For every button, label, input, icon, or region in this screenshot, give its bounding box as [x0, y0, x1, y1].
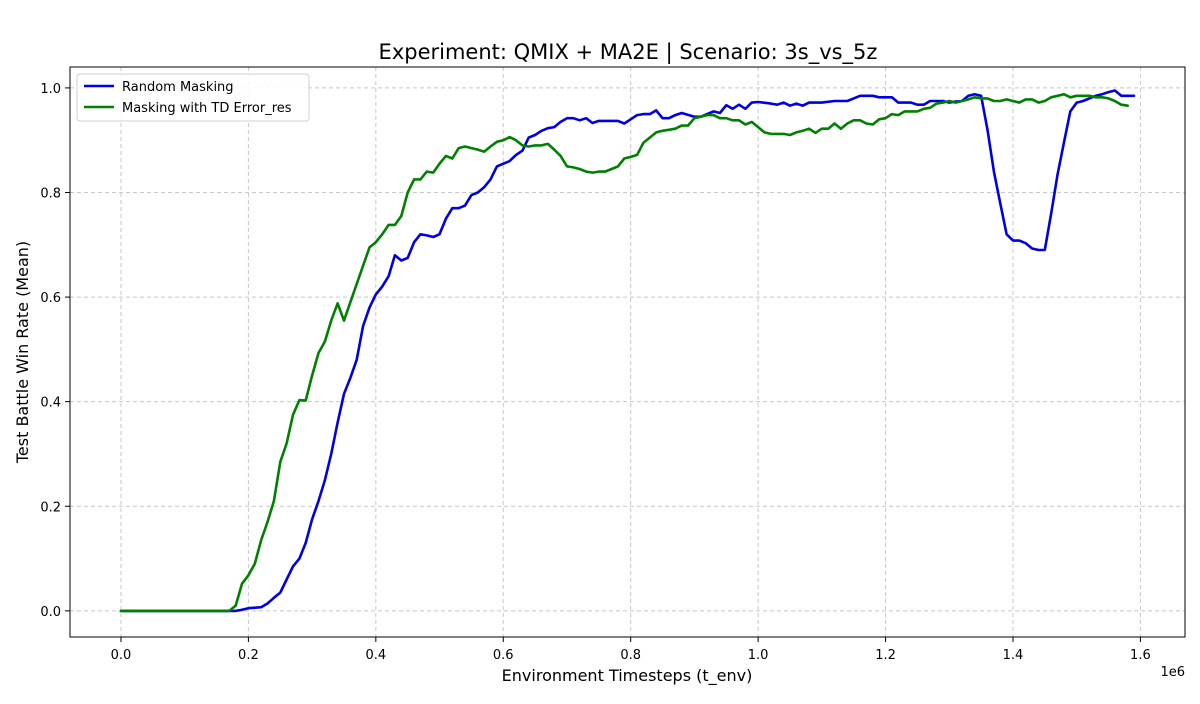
y-axis-ticks: 0.0 0.2 0.4 0.6 0.8 1.0 — [40, 82, 70, 620]
x-tick-label: 0.2 — [238, 648, 259, 663]
x-tick-label: 1.4 — [1003, 648, 1024, 663]
x-tick-label: 0.8 — [620, 648, 641, 663]
grid — [70, 67, 1185, 637]
y-axis-label: Test Battle Win Rate (Mean) — [13, 241, 32, 464]
series-line-random-masking — [119, 89, 1136, 613]
y-tick-label: 0.0 — [40, 605, 61, 620]
series-line-td-error — [119, 92, 1129, 613]
x-tick-label: 0.6 — [493, 648, 514, 663]
x-axis-offset-label: 1e6 — [1160, 665, 1185, 680]
y-tick-label: 0.8 — [40, 187, 61, 202]
legend-label-td-error: Masking with TD Error_res — [122, 101, 292, 116]
x-tick-label: 0.4 — [365, 648, 386, 663]
chart-title: Experiment: QMIX + MA2E | Scenario: 3s_v… — [379, 40, 878, 65]
y-tick-label: 0.4 — [40, 396, 61, 411]
legend: Random Masking Masking with TD Error_res — [76, 73, 310, 122]
legend-box — [76, 73, 310, 122]
legend-label-random-masking: Random Masking — [122, 80, 234, 95]
plot-frame — [69, 66, 1186, 638]
x-tick-label: 1.2 — [875, 648, 896, 663]
x-tick-label: 0.0 — [111, 648, 132, 663]
x-tick-label: 1.6 — [1130, 648, 1151, 663]
x-tick-label: 1.0 — [748, 648, 769, 663]
x-axis-ticks: 0.0 0.2 0.4 0.6 0.8 1.0 1.2 1.4 1.6 — [111, 637, 1151, 663]
y-tick-label: 0.6 — [40, 291, 61, 306]
y-tick-label: 1.0 — [40, 82, 61, 97]
y-tick-label: 0.2 — [40, 500, 61, 515]
series-lines — [119, 89, 1136, 613]
x-axis-label: Environment Timesteps (t_env) — [502, 666, 753, 686]
